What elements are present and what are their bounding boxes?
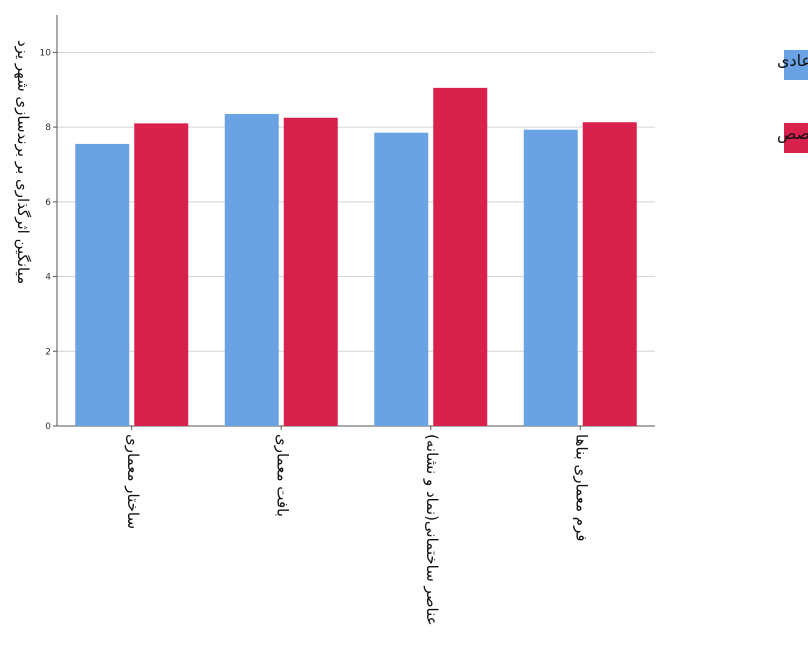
legend-label: عادی <box>777 51 808 70</box>
y-tick-label: 4 <box>45 273 51 283</box>
y-tick-label: 10 <box>40 48 52 58</box>
bar <box>374 132 429 427</box>
bar <box>75 143 130 426</box>
bar <box>582 122 637 426</box>
category-label: عناصر ساختمانی(نماد و نشانه) <box>423 434 441 626</box>
category-label: فرم معماری بناها <box>572 434 590 542</box>
legend-label: متخصص <box>777 124 808 144</box>
y-tick-label: 2 <box>45 347 51 357</box>
y-tick-label: 0 <box>45 422 51 432</box>
legend-swatch <box>784 50 808 80</box>
legend: عادی متخصص <box>777 50 808 153</box>
legend-swatch <box>784 123 808 153</box>
y-tick-label: 6 <box>45 198 51 208</box>
y-tick-label: 8 <box>45 123 51 133</box>
bars <box>75 87 637 427</box>
bar <box>523 129 578 426</box>
bar <box>224 114 279 426</box>
category-label: ساختار معماری <box>124 434 142 529</box>
y-axis-title: میانگین اثرگذاری بر برندسازی شهر یزد <box>14 40 32 284</box>
bar <box>433 87 488 426</box>
bar <box>283 117 338 426</box>
bar <box>134 123 189 426</box>
axis-labels: 0 2 4 6 8 10 ساختار معماری بافت معماری عناصر ساخ… <box>14 40 590 626</box>
category-label: بافت معماری <box>273 434 291 517</box>
